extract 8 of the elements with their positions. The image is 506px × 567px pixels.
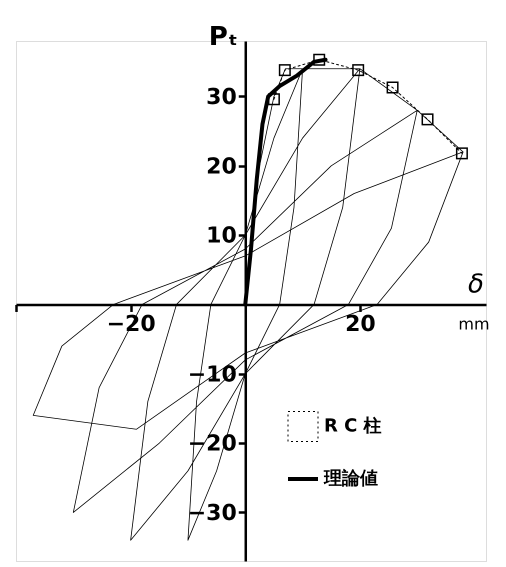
annotation: mm [458,314,490,334]
y-axis-title: Pₜ [208,22,238,52]
y-tick-label: 10 [206,224,237,249]
legend-label: R C 柱 [324,416,382,436]
x-axis-title: δ [468,269,484,300]
y-tick-label: 30 [206,84,237,110]
y-tick-label: 20 [206,154,237,180]
legend-label: 理論値 [323,468,378,489]
